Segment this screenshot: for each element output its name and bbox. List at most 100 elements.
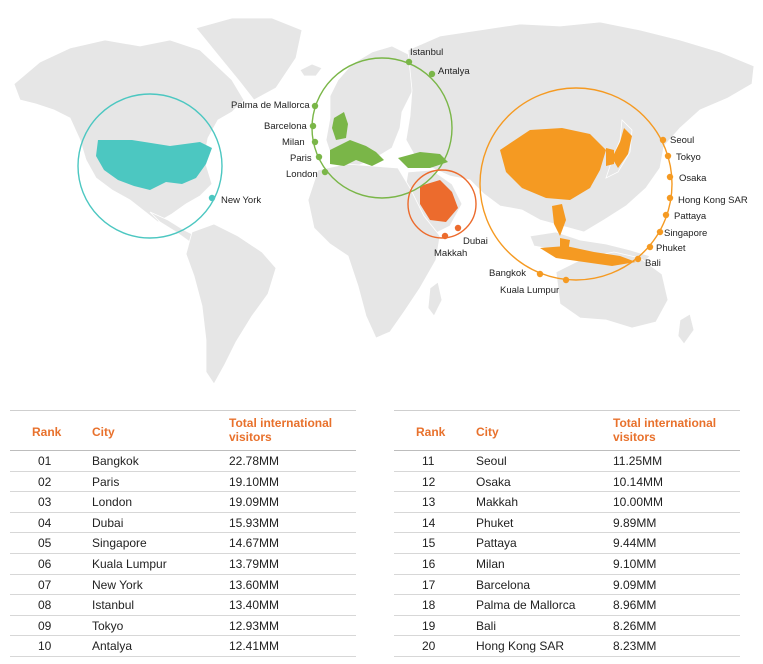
table-row: 01 Bangkok 22.78MM: [10, 451, 356, 472]
header-rank: Rank: [416, 425, 446, 439]
london-label: London: [286, 169, 318, 180]
madagascar-land: [427, 281, 443, 317]
world-map-svg: New York Istanbul Antalya Palma de Mallo…: [13, 17, 755, 385]
new-york-dot: [208, 194, 216, 202]
rank-cell: 08: [38, 598, 52, 613]
city-cell: Istanbul: [92, 598, 135, 613]
phuket-dot: [646, 243, 654, 251]
header-visitors: Total international visitors: [229, 416, 333, 444]
city-cell: Makkah: [476, 495, 519, 510]
city-cell: Barcelona: [476, 577, 531, 592]
ranking-table-left: Rank City Total international visitors 0…: [10, 410, 356, 657]
asia-circle: [479, 87, 673, 281]
visitors-cell: 8.26MM: [613, 618, 657, 633]
table-row: 10 Antalya 12.41MM: [10, 636, 356, 657]
singapore-label: Singapore: [664, 228, 707, 239]
milan-label: Milan: [282, 137, 305, 148]
new-york-label: New York: [221, 195, 261, 206]
visitors-cell: 13.79MM: [229, 556, 280, 571]
milan-dot: [311, 138, 319, 146]
greenland-land: [195, 17, 303, 101]
header-visitors: Total international visitors: [613, 416, 717, 444]
table-row: 18 Palma de Mallorca 8.96MM: [394, 595, 740, 616]
table-row: 15 Pattaya 9.44MM: [394, 533, 740, 554]
kuala-lumpur-dot: [562, 276, 570, 284]
palma-label: Palma de Mallorca: [231, 100, 310, 111]
city-cell: New York: [92, 577, 143, 592]
city-cell: Osaka: [476, 474, 511, 489]
visitors-cell: 10.14MM: [613, 474, 664, 489]
osaka-label: Osaka: [679, 173, 707, 184]
header-city: City: [92, 425, 115, 439]
turkey-highlight: [398, 152, 448, 168]
tokyo-dot: [664, 152, 672, 160]
table-row: 12 Osaka 10.14MM: [394, 472, 740, 493]
paris-dot: [315, 153, 323, 161]
city-cell: Dubai: [92, 515, 124, 530]
rank-cell: 10: [38, 639, 52, 654]
rank-cell: 17: [422, 577, 436, 592]
seoul-label: Seoul: [670, 135, 694, 146]
visitors-cell: 9.10MM: [613, 556, 657, 571]
istanbul-label: Istanbul: [410, 47, 443, 58]
table-row: 05 Singapore 14.67MM: [10, 533, 356, 554]
table-row: 17 Barcelona 9.09MM: [394, 575, 740, 596]
bali-dot: [634, 255, 642, 263]
tokyo-label: Tokyo: [676, 152, 701, 163]
rank-cell: 03: [38, 495, 52, 510]
africa-land: [307, 163, 441, 339]
table-row: 11 Seoul 11.25MM: [394, 451, 740, 472]
land-masses: [13, 17, 755, 385]
barcelona-dot: [309, 122, 317, 130]
hong-kong-label: Hong Kong SAR: [678, 195, 748, 206]
table-row: 13 Makkah 10.00MM: [394, 492, 740, 513]
makkah-label: Makkah: [434, 248, 467, 259]
japan-highlight: [612, 128, 632, 168]
city-cell: Paris: [92, 474, 120, 489]
visitors-cell: 11.25MM: [613, 454, 663, 468]
usa-highlight: [96, 140, 212, 190]
visitors-cell: 8.23MM: [613, 639, 657, 654]
rank-cell: 13: [422, 495, 436, 510]
city-cell: Kuala Lumpur: [92, 556, 167, 571]
phuket-label: Phuket: [656, 243, 686, 254]
city-cell: Palma de Mallorca: [476, 598, 576, 613]
city-cell: Hong Kong SAR: [476, 639, 565, 654]
city-cell: Singapore: [92, 536, 147, 551]
rank-cell: 14: [422, 515, 436, 530]
rank-cell: 07: [38, 577, 52, 592]
city-cell: Tokyo: [92, 618, 124, 633]
china-highlight: [500, 128, 606, 200]
header-city: City: [476, 425, 499, 439]
city-cell: Bali: [476, 618, 497, 633]
city-cell: Pattaya: [476, 536, 517, 551]
table-row: 03 London 19.09MM: [10, 492, 356, 513]
americas-circle: [77, 93, 223, 239]
visitors-cell: 13.60MM: [229, 577, 280, 592]
pattaya-dot: [662, 211, 670, 219]
france-italy-spain-highlight: [330, 140, 384, 166]
city-cell: Bangkok: [92, 454, 139, 468]
visitors-cell: 10.00MM: [613, 495, 664, 510]
rank-cell: 05: [38, 536, 52, 551]
rank-cell: 19: [422, 618, 436, 633]
visitors-cell: 15.93MM: [229, 515, 280, 530]
palma-dot: [311, 102, 319, 110]
visitors-cell: 9.09MM: [613, 577, 657, 592]
visitors-cell: 12.93MM: [229, 618, 280, 633]
rank-cell: 01: [38, 454, 52, 468]
barcelona-label: Barcelona: [264, 121, 307, 132]
rank-cell: 06: [38, 556, 52, 571]
visitors-cell: 22.78MM: [229, 454, 280, 468]
london-dot: [321, 168, 329, 176]
visitors-cell: 12.41MM: [229, 639, 280, 654]
table-row: 19 Bali 8.26MM: [394, 616, 740, 637]
singapore-dot: [656, 228, 664, 236]
city-cell: Antalya: [92, 639, 133, 654]
rank-cell: 16: [422, 556, 436, 571]
middle-east-circle: [407, 169, 477, 239]
ranking-table-right: Rank City Total international visitors 1…: [394, 410, 740, 657]
indonesia-highlight: [540, 246, 636, 266]
uk-highlight: [332, 112, 348, 140]
table-row: 14 Phuket 9.89MM: [394, 513, 740, 534]
